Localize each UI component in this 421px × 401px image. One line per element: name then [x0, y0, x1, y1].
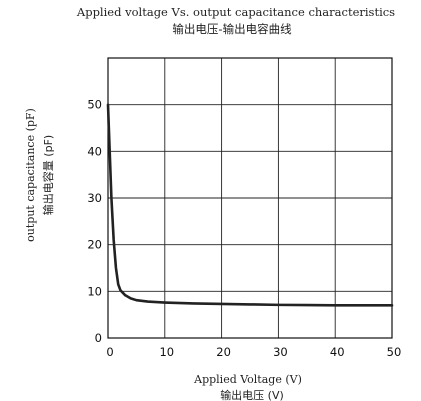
x-tick-label: 50 — [387, 345, 402, 359]
y-axis-label-cn: 输出电容量 (pF) — [41, 135, 55, 215]
x-axis-label: Applied Voltage (V) — [193, 373, 302, 386]
y-tick-label: 30 — [87, 191, 102, 205]
x-tick-label: 30 — [273, 345, 288, 359]
y-tick-label: 40 — [87, 144, 102, 158]
x-axis-label-cn: 输出电压 (V) — [220, 388, 284, 401]
chart-subtitle: 输出电压-输出电容曲线 — [172, 22, 292, 36]
y-tick-label: 10 — [87, 284, 102, 298]
chart-title: Applied voltage Vs. output capacitance c… — [76, 5, 395, 19]
x-tick-label: 0 — [106, 345, 113, 359]
x-tick-label: 20 — [216, 345, 231, 359]
y-tick-label: 20 — [87, 238, 102, 252]
y-tick-label: 0 — [95, 331, 102, 345]
y-tick-label: 50 — [87, 98, 102, 112]
grid — [108, 58, 392, 338]
axis-ticks: 0 10 20 30 40 50 0 10 20 30 40 50 — [87, 98, 401, 359]
x-tick-label: 10 — [159, 345, 174, 359]
capacitance-curve — [106, 103, 394, 307]
y-axis-label: output capacitance (pF) — [24, 108, 37, 242]
plot-frame — [107, 57, 393, 339]
x-tick-label: 40 — [330, 345, 345, 359]
